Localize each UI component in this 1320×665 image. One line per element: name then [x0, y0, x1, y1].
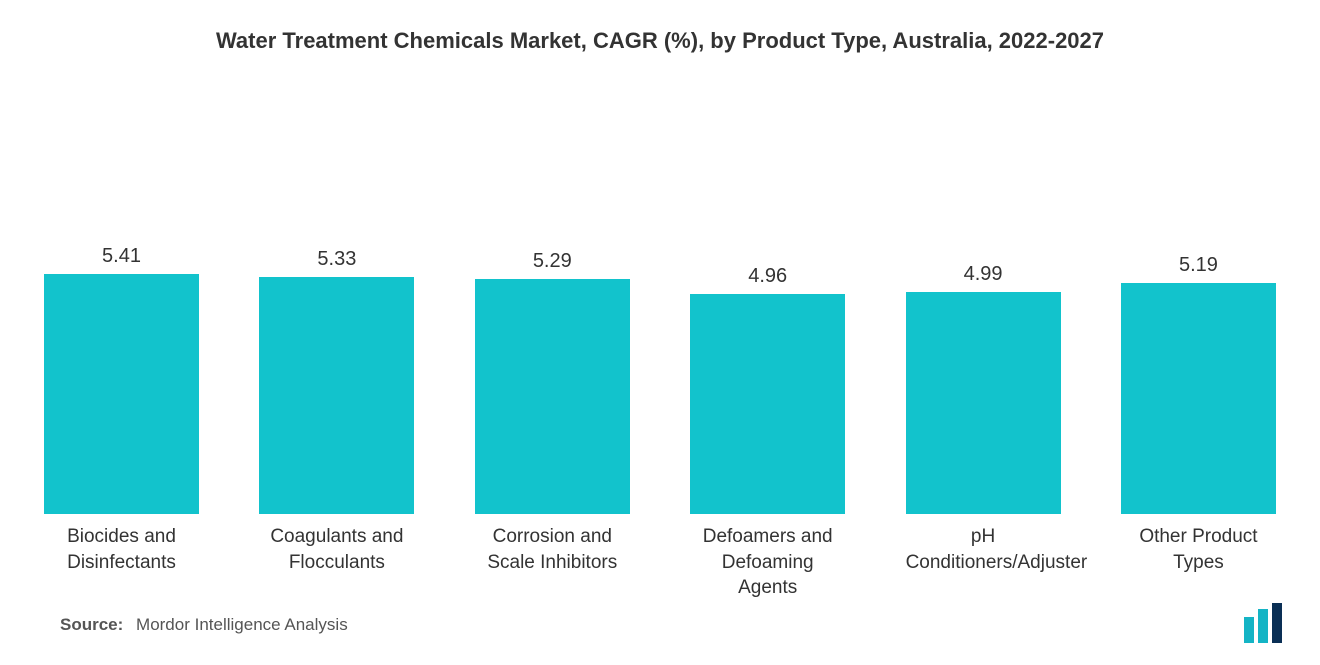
bar-value-label: 4.96 [748, 265, 787, 288]
bar-value-label: 4.99 [964, 263, 1003, 286]
bar-value-label: 5.33 [317, 248, 356, 271]
bar-plot: 5.41 5.33 5.29 4.96 4.99 5.19 [44, 114, 1276, 514]
category-label: Other Product Types [1121, 524, 1276, 601]
category-label: Biocides and Disinfectants [44, 524, 199, 601]
source-attribution: Source: Mordor Intelligence Analysis [60, 615, 348, 635]
bar-value-label: 5.19 [1179, 254, 1218, 277]
bar [259, 277, 414, 514]
bar-column: 5.33 [259, 248, 414, 514]
logo-bar-2 [1258, 609, 1268, 643]
category-label: Defoamers and Defoaming Agents [690, 524, 845, 601]
bar-column: 4.96 [690, 265, 845, 514]
category-label: pH Conditioners/Adjuster [906, 524, 1061, 601]
bar-column: 5.29 [475, 250, 630, 514]
bar-value-label: 5.41 [102, 245, 141, 268]
bar-value-label: 5.29 [533, 250, 572, 273]
source-text: Mordor Intelligence Analysis [136, 615, 348, 634]
source-label: Source: [60, 615, 123, 634]
bar-column: 5.41 [44, 245, 199, 514]
bar [44, 274, 199, 514]
bar [906, 292, 1061, 514]
bar [690, 294, 845, 514]
bar-column: 5.19 [1121, 254, 1276, 514]
bar [1121, 283, 1276, 514]
category-label: Coagulants and Flocculants [259, 524, 414, 601]
category-label: Corrosion and Scale Inhibitors [475, 524, 630, 601]
chart-container: Water Treatment Chemicals Market, CAGR (… [0, 0, 1320, 665]
bar-column: 4.99 [906, 263, 1061, 514]
logo-bar-3 [1272, 603, 1282, 643]
bar [475, 279, 630, 514]
chart-title: Water Treatment Chemicals Market, CAGR (… [44, 28, 1276, 54]
logo-bar-1 [1244, 617, 1254, 643]
category-axis: Biocides and Disinfectants Coagulants and… [44, 524, 1276, 601]
mordor-logo [1244, 603, 1284, 643]
